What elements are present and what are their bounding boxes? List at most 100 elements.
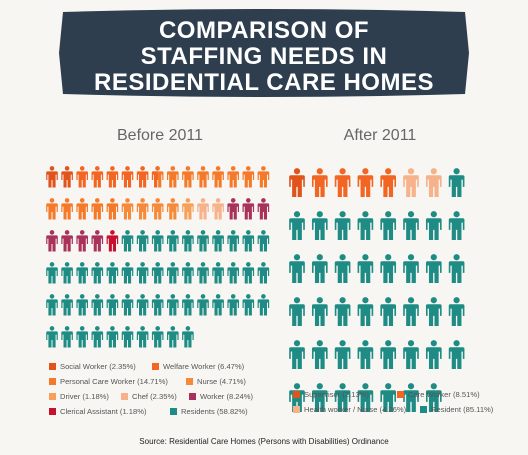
banner-shape <box>59 9 469 97</box>
person-icon-worker <box>61 230 73 252</box>
person-icon-residents <box>136 262 149 284</box>
person-icon-residents <box>46 294 58 316</box>
person-icon-residents <box>136 326 149 348</box>
person-icon-residents <box>121 326 134 348</box>
person-icon-resident <box>311 340 328 370</box>
legend-swatch <box>49 408 56 415</box>
person-icon-worker <box>227 198 239 220</box>
person-icon-nurse <box>151 198 164 220</box>
legend-swatch <box>49 363 56 370</box>
person-icon-residents <box>227 262 239 284</box>
person-icon-resident <box>311 211 328 241</box>
person-icon-resident <box>380 254 397 284</box>
person-icon-residents <box>212 294 224 316</box>
person-icon-residents <box>106 326 119 348</box>
person-icon-chef <box>197 198 209 220</box>
legend-label: Chef (2.35%) <box>132 392 177 401</box>
person-icon-resident <box>334 297 351 327</box>
title-line-1: COMPARISON OF <box>158 17 370 44</box>
person-icon-nurse <box>136 198 149 220</box>
person-icon-welfare-worker <box>121 166 134 188</box>
legend-supervisor: Supervisor (2.13%) <box>293 390 369 400</box>
legend-label: Nurse (4.71%) <box>197 377 246 386</box>
person-icon-care-worker <box>380 168 397 198</box>
person-icon-residents <box>91 294 104 316</box>
person-icon-residents <box>242 230 255 252</box>
legend-welfare-worker: Welfare Worker (6.47%) <box>152 362 244 372</box>
person-icon-residents <box>76 326 88 348</box>
person-icon-worker <box>257 198 270 220</box>
before-2011-pictograph <box>46 166 270 348</box>
person-icon-resident <box>403 340 419 370</box>
person-icon-resident <box>334 340 351 370</box>
person-icon-resident <box>448 168 465 198</box>
legend-driver: Driver (1.18%) <box>49 392 109 402</box>
legend-label: Clerical Assistant (1.18%) <box>60 407 147 416</box>
legend-label: Supervisor (2.13%) <box>304 390 369 399</box>
person-icon-residents <box>61 326 73 348</box>
person-icon-health-worker-nurse <box>425 168 442 198</box>
legend-label: Welfare Worker (6.47%) <box>163 362 245 371</box>
person-icon-health-worker-nurse <box>403 168 419 198</box>
person-icon-resident <box>380 297 397 327</box>
person-icon-nurse <box>167 198 179 220</box>
person-icon-resident <box>425 340 442 370</box>
person-icon-residents <box>121 230 134 252</box>
person-icon-resident <box>357 340 374 370</box>
person-icon-residents <box>167 230 179 252</box>
source-note: Source: Residential Care Homes (Persons … <box>139 437 389 446</box>
person-icon-residents <box>212 230 224 252</box>
legend-swatch <box>293 391 300 398</box>
person-icon-residents <box>46 262 58 284</box>
person-icon-personal-care-worker <box>257 166 270 188</box>
title-banner <box>59 9 469 97</box>
person-icon-personal-care-worker <box>212 166 224 188</box>
legend-swatch <box>189 393 196 400</box>
person-icon-residents <box>76 262 88 284</box>
person-icon-resident <box>357 254 374 284</box>
person-icon-care-worker <box>357 168 374 198</box>
person-icon-residents <box>197 230 209 252</box>
legend-resident: Resident (85.11%) <box>420 405 493 415</box>
person-icon-residents <box>197 262 209 284</box>
person-icon-resident <box>289 254 305 284</box>
person-icon-welfare-worker <box>151 166 164 188</box>
person-icon-personal-care-worker <box>242 166 255 188</box>
person-icon-residents <box>121 262 134 284</box>
person-icon-residents <box>151 326 164 348</box>
legend-chef: Chef (2.35%) <box>121 392 177 402</box>
legend-label: Care Worker (8.51%) <box>408 390 480 399</box>
person-icon-residents <box>106 294 119 316</box>
person-icon-residents <box>151 230 164 252</box>
legend-label: Social Worker (2.35%) <box>60 362 136 371</box>
person-icon-residents <box>227 294 239 316</box>
person-icon-residents <box>182 294 194 316</box>
person-icon-chef <box>212 198 224 220</box>
person-icon-social-worker <box>46 166 58 188</box>
person-icon-resident <box>425 297 442 327</box>
person-icon-residents <box>257 262 270 284</box>
legend-swatch <box>152 363 159 370</box>
legend-label: Residents (58.82%) <box>181 407 248 416</box>
person-icon-resident <box>425 211 442 241</box>
person-icon-residents <box>91 326 104 348</box>
legend-social-worker: Social Worker (2.35%) <box>49 362 136 372</box>
person-icon-care-worker <box>311 168 328 198</box>
person-icon-residents <box>76 294 88 316</box>
person-icon-residents <box>182 262 194 284</box>
person-icon-welfare-worker <box>136 166 149 188</box>
person-icon-supervisor <box>289 168 305 198</box>
legend-swatch <box>121 393 128 400</box>
legend-label: Driver (1.18%) <box>60 392 109 401</box>
person-icon-residents <box>227 230 239 252</box>
person-icon-resident <box>448 340 465 370</box>
legend-worker: Worker (8.24%) <box>189 392 253 402</box>
title-line-3: RESIDENTIAL CARE HOMES <box>94 69 434 96</box>
person-icon-care-worker <box>334 168 351 198</box>
title-line-2: STAFFING NEEDS IN <box>140 43 388 70</box>
person-icon-personal-care-worker <box>182 166 194 188</box>
person-icon-residents <box>91 262 104 284</box>
person-icon-personal-care-worker <box>106 198 119 220</box>
person-icon-personal-care-worker <box>76 198 88 220</box>
person-icon-resident <box>289 340 305 370</box>
